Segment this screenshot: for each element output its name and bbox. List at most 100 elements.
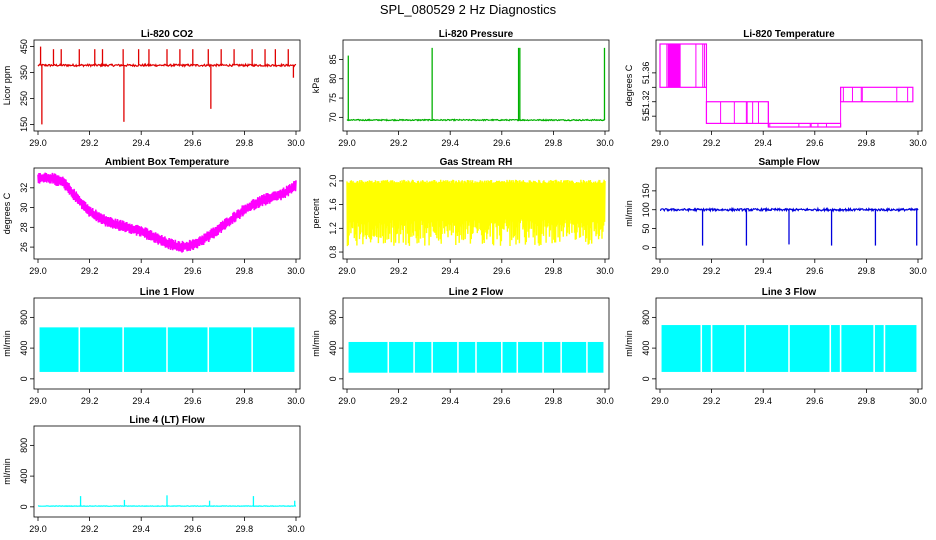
line1-ytick-label-2: 800 xyxy=(19,310,29,325)
temperature-ytick-label-3: 51.36 xyxy=(641,62,651,85)
line2-frame xyxy=(342,297,610,390)
rh-xtick-label-2: 29.4 xyxy=(441,266,459,276)
line3-band-1 xyxy=(702,325,711,372)
ambient-title: Ambient Box Temperature xyxy=(105,157,230,168)
ambient-xtick-label-5: 30.0 xyxy=(287,266,305,276)
line3-band-6 xyxy=(841,325,874,372)
line3-ylabel: ml/min xyxy=(624,330,634,357)
chart-line2: Line 2 Flow ml/min 29.0 29.2 29.4 29.6 29.8 30.… xyxy=(311,287,614,406)
line4-xtick-label-5: 30.0 xyxy=(287,524,305,534)
line3-xtick-label-3: 29.6 xyxy=(806,396,824,406)
chart-ambient: Ambient Box Temperature degrees C 29.0 29.2… xyxy=(2,157,305,276)
temperature-ylabel: degrees C xyxy=(624,64,634,106)
line3-xtick-label-4: 29.8 xyxy=(858,396,876,406)
pressure-ytick-label-3: 85 xyxy=(328,54,338,64)
line3-band-0 xyxy=(661,325,701,372)
line2-ytick-label-2: 800 xyxy=(328,310,338,325)
ambient-xtick-label-4: 29.8 xyxy=(236,266,254,276)
co2-ylabel: Licor ppm xyxy=(2,66,12,106)
temperature-xtick-label-4: 29.8 xyxy=(858,138,876,148)
temperature-xtick-label-5: 30.0 xyxy=(909,138,927,148)
line1-series xyxy=(39,327,295,372)
line2-xtick-label-5: 30.0 xyxy=(596,396,614,406)
line2-band-0 xyxy=(348,341,388,373)
line2-band-8 xyxy=(543,341,561,373)
pressure-xtick-label-5: 30.0 xyxy=(596,138,614,148)
rh-xtick-label-4: 29.8 xyxy=(545,266,563,276)
line4-ylabel: ml/min xyxy=(2,458,12,485)
pressure-ytick-label-0: 70 xyxy=(328,112,338,122)
line3-xtick-label-5: 30.0 xyxy=(909,396,927,406)
pressure-xtick-label-0: 29.0 xyxy=(338,138,356,148)
line4-ytick-label-0: 0 xyxy=(19,504,29,509)
line3-ytick-label-2: 800 xyxy=(641,310,651,325)
pressure-frame xyxy=(342,39,610,132)
line2-xtick-label-1: 29.2 xyxy=(390,396,408,406)
line2-band-6 xyxy=(502,341,517,373)
rh-series xyxy=(346,179,606,247)
co2-ytick-label-0: 150 xyxy=(19,117,29,132)
temperature-frame xyxy=(655,39,923,132)
co2-ytick-label-1: 250 xyxy=(19,91,29,106)
line1-band-5 xyxy=(252,327,295,372)
chart-sample: Sample Flow ml/min 29.0 29.2 29.4 29.6 29.8 30.… xyxy=(624,157,927,276)
line4-frame xyxy=(33,425,301,518)
line3-band-7 xyxy=(874,325,884,372)
temperature-xtick-label-1: 29.2 xyxy=(703,138,721,148)
rh-frame xyxy=(342,167,610,260)
line1-band-1 xyxy=(80,327,123,372)
sample-series xyxy=(659,206,919,246)
line4-ytick-label-2: 800 xyxy=(19,438,29,453)
pressure-xtick-label-3: 29.6 xyxy=(493,138,511,148)
line3-title: Line 3 Flow xyxy=(762,287,817,298)
sample-ytick-label-2: 100 xyxy=(641,202,651,217)
line3-ytick-label-1: 400 xyxy=(641,341,651,356)
sample-xtick-label-0: 29.0 xyxy=(651,266,669,276)
pressure-series xyxy=(346,47,606,122)
ambient-frame xyxy=(33,167,301,260)
line2-band-2 xyxy=(414,341,432,373)
pressure-ylabel: kPa xyxy=(311,78,321,94)
chart-pressure: Li-820 Pressure kPa 29.0 29.2 29.4 29.6 29.8 30… xyxy=(311,29,614,148)
co2-xtick-label-0: 29.0 xyxy=(29,138,47,148)
line4-xtick-label-1: 29.2 xyxy=(81,524,99,534)
sample-ytick-label-3: 150 xyxy=(641,183,651,198)
line3-xtick-label-1: 29.2 xyxy=(703,396,721,406)
temperature-xtick-label-0: 29.0 xyxy=(651,138,669,148)
line4-series xyxy=(37,495,296,508)
line2-band-7 xyxy=(518,341,543,373)
line3-xtick-label-0: 29.0 xyxy=(651,396,669,406)
line4-xtick-label-4: 29.8 xyxy=(236,524,254,534)
line2-series xyxy=(348,341,604,373)
line3-ytick-label-0: 0 xyxy=(641,376,651,381)
ambient-xtick-label-2: 29.4 xyxy=(132,266,150,276)
co2-ytick-label-2: 350 xyxy=(19,65,29,80)
rh-ytick-label-2: 1.6 xyxy=(328,198,338,211)
temperature-xtick-label-3: 29.6 xyxy=(806,138,824,148)
temperature-title: Li-820 Temperature xyxy=(743,29,835,40)
rh-ytick-label-1: 1.2 xyxy=(328,222,338,235)
line2-xtick-label-4: 29.8 xyxy=(545,396,563,406)
line4-ytick-label-1: 400 xyxy=(19,469,29,484)
sample-xtick-label-1: 29.2 xyxy=(703,266,721,276)
line2-band-10 xyxy=(587,341,604,373)
line1-xtick-label-3: 29.6 xyxy=(184,396,202,406)
chart-co2: Li-820 CO2 Licor ppm 29.0 29.2 29.4 29.6 29.8 3… xyxy=(2,29,305,148)
ambient-xtick-label-3: 29.6 xyxy=(184,266,202,276)
ambient-ytick-label-3: 32 xyxy=(19,183,29,193)
pressure-trace xyxy=(346,118,606,122)
line1-title: Line 1 Flow xyxy=(140,287,195,298)
pressure-xtick-label-4: 29.8 xyxy=(545,138,563,148)
ambient-trace xyxy=(37,172,297,253)
line1-xtick-label-0: 29.0 xyxy=(29,396,47,406)
co2-xtick-label-4: 29.8 xyxy=(236,138,254,148)
line1-ytick-label-0: 0 xyxy=(19,376,29,381)
line1-xtick-label-2: 29.4 xyxy=(132,396,150,406)
chart-line4: Line 4 (LT) Flow ml/min 29.0 29.2 29.4 29.6 29… xyxy=(2,415,305,534)
line2-xtick-label-2: 29.4 xyxy=(441,396,459,406)
line4-xtick-label-3: 29.6 xyxy=(184,524,202,534)
co2-xtick-label-3: 29.6 xyxy=(184,138,202,148)
sample-frame xyxy=(655,167,923,260)
line1-ylabel: ml/min xyxy=(2,330,12,357)
